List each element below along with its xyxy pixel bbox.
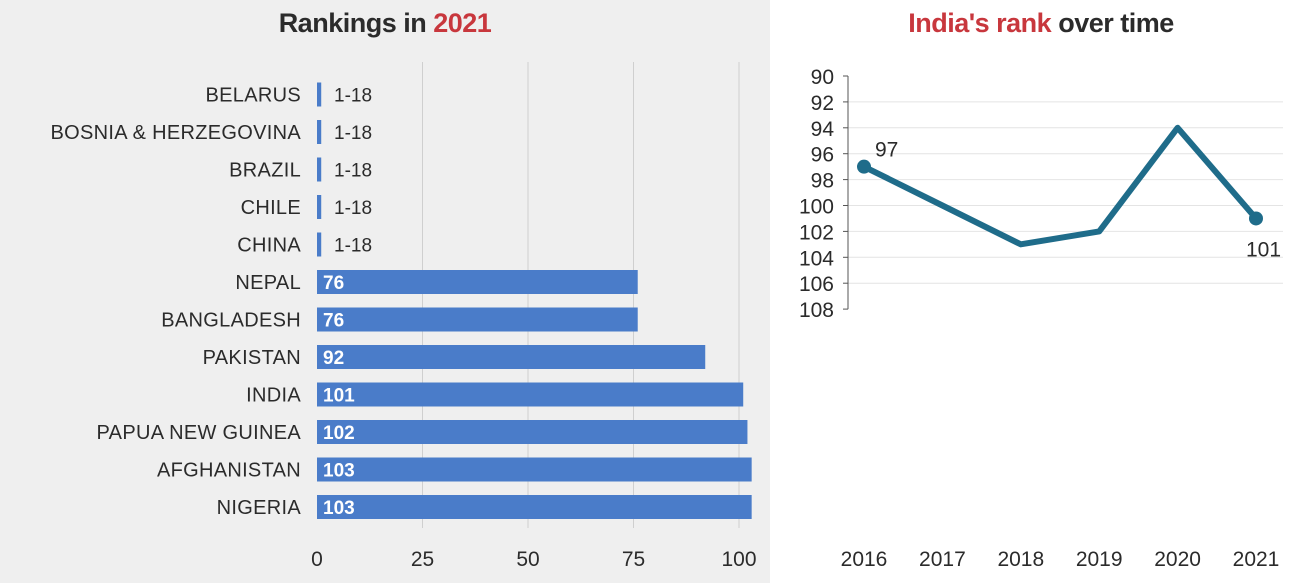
x-tick-label: 100 [721, 548, 756, 571]
category-label: CHILE [241, 197, 301, 219]
bar [317, 270, 638, 294]
rankings-bar-chart: 0 25 50 75 100 BELARUS 1-18 BOSNIA & HERZEGOVIN… [50, 62, 757, 571]
bar [317, 120, 322, 144]
point-value-label: 101 [1246, 238, 1281, 261]
x-tick-label: 2016 [841, 548, 888, 571]
x-tick-label: 2018 [997, 548, 1044, 571]
x-tick-label: 25 [411, 548, 434, 571]
rankings-title: Rankings in 2021 [0, 8, 770, 39]
bar-value-label: 1-18 [334, 123, 372, 144]
y-tick-label: 90 [811, 66, 834, 89]
rankings-panel: Rankings in 2021 0 25 50 75 100 BELARUS 1-18 BO… [0, 0, 770, 583]
india-rank-title-suffix: over time [1051, 8, 1174, 38]
y-tick-label: 92 [811, 92, 834, 115]
x-tick-label: 2017 [919, 548, 966, 571]
bar-value-label: 92 [323, 348, 344, 369]
y-tick-label: 100 [799, 196, 834, 219]
category-label: BELARUS [206, 85, 301, 107]
category-label: BANGLADESH [161, 310, 301, 332]
category-label: CHINA [237, 235, 301, 257]
india-rank-panel: India's rank over time 90 92 94 96 98 100 102 1… [778, 0, 1304, 583]
category-label: INDIA [246, 385, 301, 407]
x-tick-label: 50 [516, 548, 539, 571]
bar [317, 420, 748, 444]
bar [317, 82, 322, 107]
india-rank-title-highlight: India's rank [908, 8, 1052, 38]
bar [317, 345, 706, 369]
bar-value-label: 1-18 [334, 198, 372, 219]
category-label: NEPAL [235, 272, 301, 294]
category-label: NIGERIA [217, 497, 302, 519]
y-tick-label: 108 [799, 299, 834, 322]
category-label: PAPUA NEW GUINEA [97, 422, 302, 444]
bar [317, 232, 322, 257]
x-tick-label: 2019 [1076, 548, 1123, 571]
category-label: AFGHANISTAN [157, 460, 301, 482]
bar-value-label: 1-18 [334, 161, 372, 182]
point-value-label: 97 [875, 139, 898, 162]
x-tick-label: 0 [311, 548, 323, 571]
bar [317, 457, 752, 482]
category-label: BOSNIA & HERZEGOVINA [50, 122, 301, 144]
bar [317, 382, 744, 407]
bar [317, 495, 752, 519]
bar [317, 307, 638, 332]
y-tick-label: 104 [799, 247, 834, 270]
x-tick-label: 2020 [1154, 548, 1201, 571]
category-label: BRAZIL [229, 160, 301, 182]
india-rank-series-line [861, 124, 1259, 248]
rankings-title-prefix: Rankings in [278, 8, 434, 38]
category-label: PAKISTAN [203, 347, 301, 369]
series-point-marker [1249, 211, 1263, 226]
y-tick-label: 102 [799, 221, 834, 244]
y-tick-label: 96 [811, 144, 834, 167]
bar-value-label: 102 [323, 423, 355, 444]
bar-value-label: 103 [323, 498, 355, 519]
rankings-title-year: 2021 [433, 8, 492, 38]
y-tick-label: 98 [811, 170, 834, 193]
bar-value-label: 1-18 [334, 86, 372, 107]
bar-value-label: 1-18 [334, 236, 372, 257]
bar [317, 157, 322, 182]
bar [317, 195, 322, 219]
india-rank-title: India's rank over time [778, 8, 1304, 39]
x-tick-label: 75 [622, 548, 645, 571]
bar-value-label: 103 [323, 461, 355, 482]
bar-value-label: 76 [323, 311, 344, 332]
bar-value-label: 76 [323, 273, 344, 294]
y-tick-label: 94 [811, 118, 835, 141]
series-point-marker [857, 159, 871, 174]
x-tick-label: 2021 [1233, 548, 1280, 571]
y-tick-label: 106 [799, 273, 834, 296]
bar-value-label: 101 [323, 386, 355, 407]
